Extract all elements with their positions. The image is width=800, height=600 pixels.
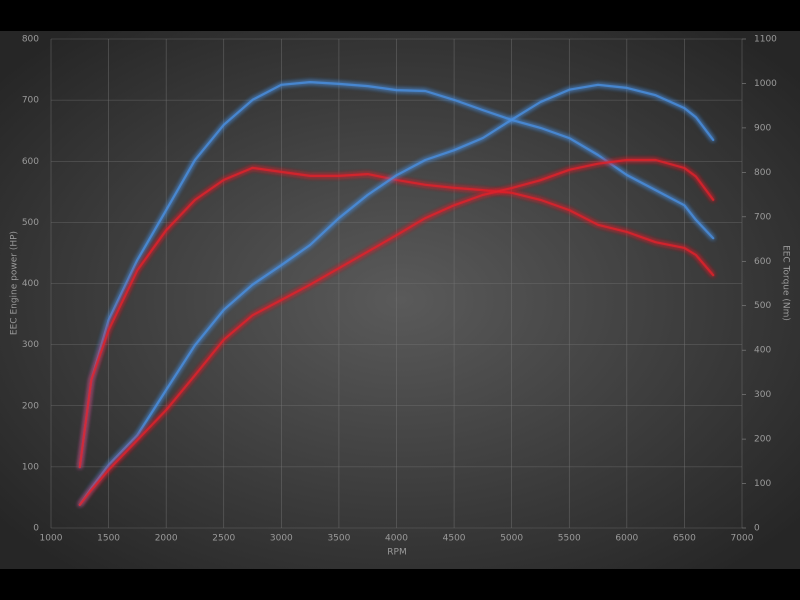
chart-background: [0, 31, 800, 569]
y2-tick-label: 300: [754, 390, 771, 400]
y2-tick-label: 1000: [754, 79, 777, 89]
y-tick-label: 0: [33, 524, 39, 534]
x-tick-label: 5500: [558, 534, 581, 544]
y2-tick-label: 100: [754, 479, 771, 489]
y2-tick-label: 400: [754, 346, 771, 356]
y-tick-label: 400: [22, 279, 39, 289]
y2-tick-label: 900: [754, 123, 771, 133]
y-axis-label: EEC Engine power (HP): [10, 231, 20, 335]
y2-tick-label: 1100: [754, 35, 777, 45]
y-tick-label: 800: [22, 35, 39, 45]
x-tick-label: 6500: [673, 534, 696, 544]
x-tick-label: 2000: [155, 534, 178, 544]
x-tick-label: 4000: [385, 534, 408, 544]
series-line: [78, 158, 715, 506]
x-tick-label: 3000: [270, 534, 293, 544]
x-tick-label: 3500: [327, 534, 350, 544]
x-tick-label: 6000: [615, 534, 638, 544]
y2-tick-label: 700: [754, 212, 771, 222]
x-tick-label: 7000: [731, 534, 754, 544]
x-tick-label: 1000: [40, 534, 63, 544]
y-tick-label: 100: [22, 462, 39, 472]
series-line: [78, 81, 715, 469]
y2-tick-label: 600: [754, 257, 771, 267]
y2-tick-label: 0: [754, 524, 760, 534]
y-tick-label: 200: [22, 401, 39, 411]
x-tick-label: 2500: [212, 534, 235, 544]
y2-tick-label: 800: [754, 168, 771, 178]
x-tick-label: 4500: [443, 534, 466, 544]
x-axis-label: RPM: [387, 548, 406, 558]
x-tick-label: 5000: [500, 534, 523, 544]
x-tick-label: 1500: [97, 534, 120, 544]
y-tick-label: 300: [22, 340, 39, 350]
y2-tick-label: 500: [754, 301, 771, 311]
series-line: [78, 166, 715, 469]
y2-tick-label: 200: [754, 435, 771, 445]
y-tick-label: 600: [22, 157, 39, 167]
series-line: [78, 83, 715, 506]
y2-axis-label: EEC Torque (Nm): [781, 245, 791, 321]
y-tick-label: 700: [22, 96, 39, 106]
y-tick-label: 500: [22, 218, 39, 228]
